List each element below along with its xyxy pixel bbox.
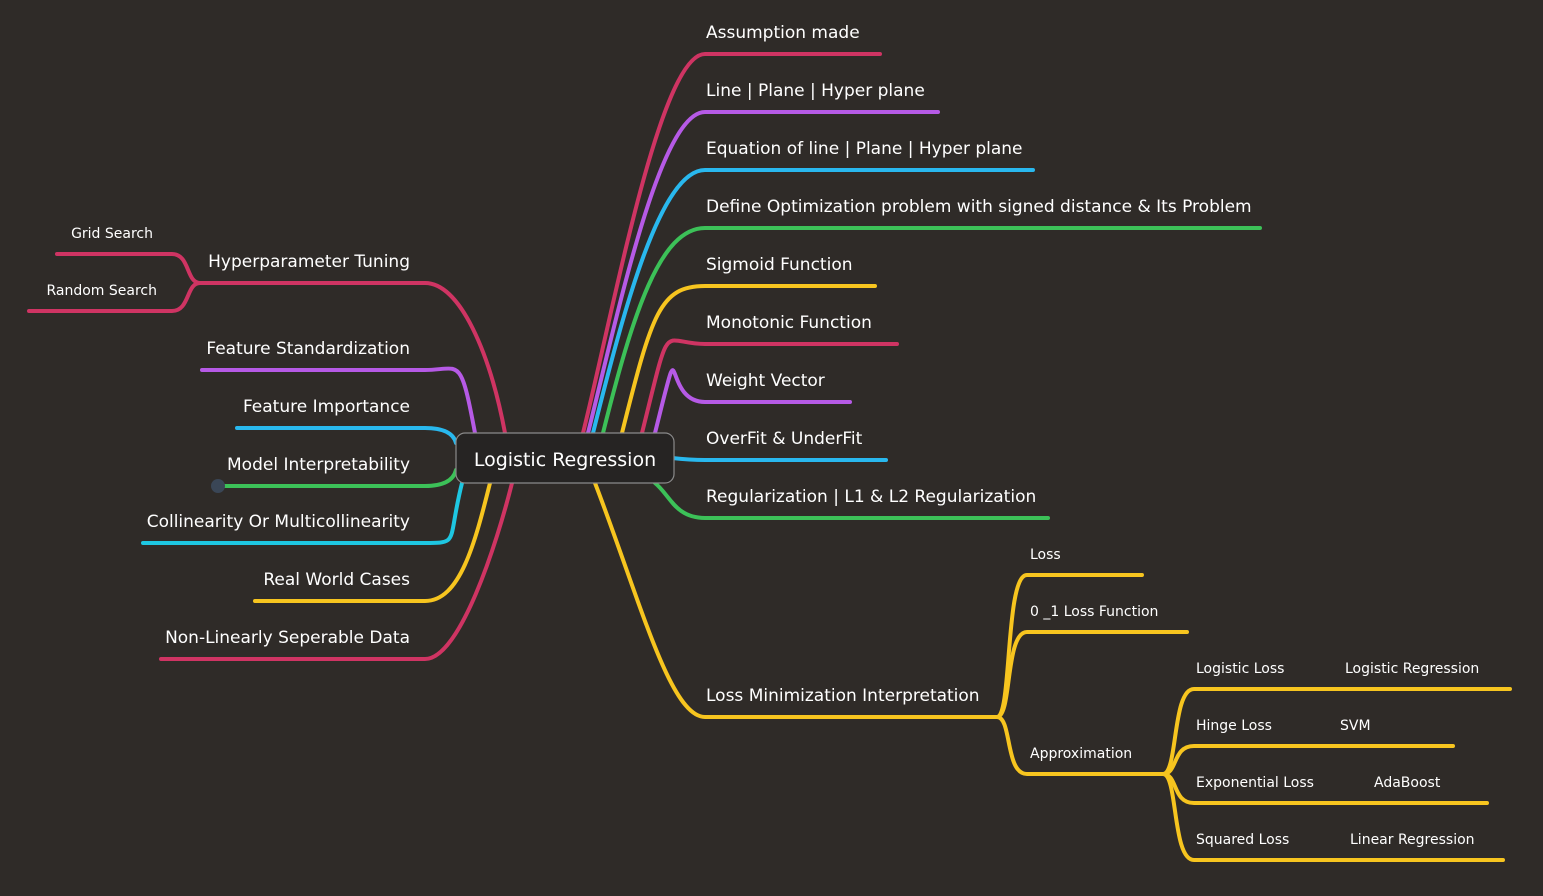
loss-subtopic-2[interactable]: 0 _1 Loss Function [1030,604,1158,620]
approximation-loss-1[interactable]: Logistic Loss [1196,661,1284,677]
loss-subtopic-edge-3 [995,715,1165,776]
approximation-edge-2 [1161,744,1455,776]
branch-edge-left-6 [253,481,492,603]
branch-edge-right-3 [591,168,1035,435]
branch-edge-right-8 [670,456,888,462]
loss-subtopic-3[interactable]: Approximation [1030,746,1132,762]
branch-edge-right-5 [620,284,877,435]
topic-right-9[interactable]: Regularization | L1 & L2 Regularization [706,487,1036,507]
mindmap-labels: Assumption made Line | Plane | Hyper plan… [46,23,1479,848]
branch-edge-right-1 [581,52,882,435]
approximation-loss-4[interactable]: Squared Loss [1196,832,1289,848]
topic-right-6[interactable]: Monotonic Function [706,313,872,333]
topic-left-1[interactable]: Hyperparameter Tuning [208,252,410,272]
branch-edge-right-6 [640,338,899,435]
topic-right-10[interactable]: Loss Minimization Interpretation [706,686,980,706]
approximation-model-3[interactable]: AdaBoost [1374,775,1441,791]
branch-edge-right-9 [653,481,1050,520]
hyperparameter-subtopic-edge-1 [55,252,202,285]
topic-left-4[interactable]: Model Interpretability [227,455,410,475]
topic-right-1[interactable]: Assumption made [706,23,860,43]
topic-right-8[interactable]: OverFit & UnderFit [706,429,863,449]
hyperparameter-subtopic-1[interactable]: Grid Search [71,226,153,242]
branch-edge-right-10 [593,481,999,719]
approximation-edge-1 [1161,687,1512,776]
topic-right-2[interactable]: Line | Plane | Hyper plane [706,81,925,101]
approximation-model-1[interactable]: Logistic Regression [1345,661,1479,677]
central-topic-box[interactable] [455,432,675,484]
collapse-toggle-icon[interactable] [211,479,225,493]
topic-left-3[interactable]: Feature Importance [243,397,410,417]
approximation-model-4[interactable]: Linear Regression [1350,832,1475,848]
branch-edge-left-1 [423,281,507,435]
mindmap-edges [27,52,1512,862]
loss-subtopic-edge-1 [995,573,1144,719]
branch-edge-right-2 [586,110,940,435]
branch-edge-left-4 [216,468,458,488]
topic-left-2[interactable]: Feature Standardization [206,339,410,359]
topic-left-7[interactable]: Non-Linearly Seperable Data [165,628,410,648]
branch-edge-left-5 [141,481,464,545]
loss-subtopic-1[interactable]: Loss [1030,547,1061,563]
branch-edge-right-7 [653,368,852,435]
topic-right-3[interactable]: Equation of line | Plane | Hyper plane [706,139,1023,159]
topic-left-5[interactable]: Collinearity Or Multicollinearity [147,512,410,532]
topic-right-5[interactable]: Sigmoid Function [706,255,853,275]
branch-edge-left-7 [159,481,514,661]
approximation-edge-4 [1161,772,1505,862]
topic-left-6[interactable]: Real World Cases [263,570,410,590]
topic-right-4[interactable]: Define Optimization problem with signed … [706,197,1252,217]
approximation-model-2[interactable]: SVM [1340,718,1371,734]
hyperparameter-subtopic-edge-2 [27,281,202,313]
approximation-loss-3[interactable]: Exponential Loss [1196,775,1314,791]
approximation-loss-2[interactable]: Hinge Loss [1196,718,1272,734]
hyperparameter-subtopic-2[interactable]: Random Search [46,283,157,299]
topic-right-7[interactable]: Weight Vector [706,371,825,391]
loss-subtopic-edge-2 [995,630,1189,719]
central-topic-label[interactable]: Logistic Regression [474,449,656,471]
central-topic[interactable]: Logistic Regression [455,432,675,484]
branch-edge-left-3 [235,426,458,445]
branch-edge-right-4 [601,226,1262,435]
branch-edge-left-2 [200,366,477,435]
